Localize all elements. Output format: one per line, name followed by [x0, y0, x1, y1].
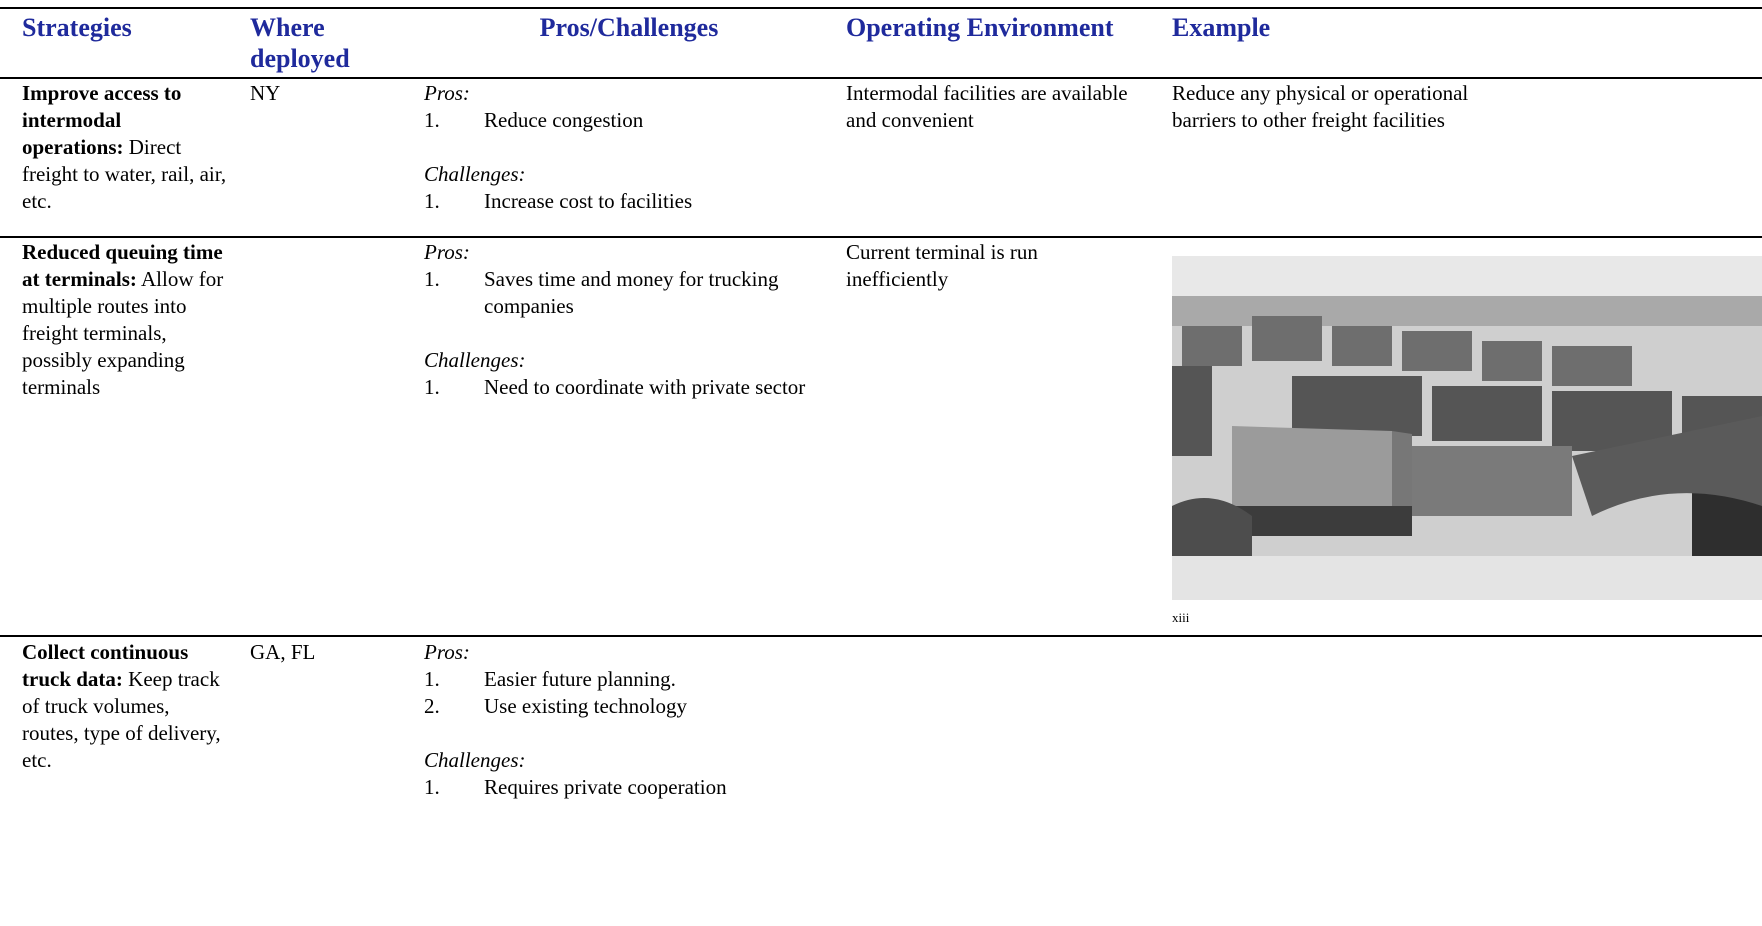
list-item: 1. Easier future planning.	[424, 666, 824, 693]
spacer	[424, 134, 824, 161]
item-number: 1.	[424, 108, 440, 132]
strategy-cell: Reduced queuing time at terminals: Allow…	[22, 239, 227, 401]
pros-cell: Pros: 1. Easier future planning. 2. Use exis…	[424, 639, 824, 801]
spacer	[424, 720, 824, 747]
where-cell: NY	[250, 81, 281, 105]
item-text: Increase cost to facilities	[484, 189, 693, 213]
row-rule	[0, 236, 1762, 238]
strategy-title: Collect continuous truck data:	[22, 640, 189, 691]
top-rule	[0, 7, 1762, 9]
list-item: 1. Need to coordinate with private sector	[424, 374, 824, 401]
photo-caption: xiii	[1172, 610, 1190, 625]
where-cell: GA, FL	[250, 640, 316, 664]
strategy-text: Direct freight to water, rail, air, etc.	[22, 135, 227, 213]
list-item: 1. Increase cost to facilities	[424, 188, 824, 215]
pros-label: Pros:	[424, 81, 470, 105]
terminal-photo	[1172, 256, 1762, 600]
item-number: 1.	[424, 667, 440, 691]
column-header: Operating Environment	[846, 13, 1114, 42]
item-text: Saves time and money for trucking compan…	[484, 267, 779, 318]
list-item: 2. Use existing technology	[424, 693, 824, 720]
environment-cell: Intermodal facilities are available and …	[846, 81, 1128, 132]
strategy-cell: Improve access to intermodal operations:…	[22, 80, 227, 215]
column-header: Example	[1172, 13, 1271, 42]
item-number: 1.	[424, 189, 440, 213]
pros-label: Pros:	[424, 240, 470, 264]
strategy-text: Allow for multiple routes into freight t…	[22, 267, 224, 399]
spacer	[424, 320, 824, 347]
strategy-title: Reduced queuing time at terminals:	[22, 240, 223, 291]
item-text: Use existing technology	[484, 694, 687, 718]
column-header: Pros/Challenges	[539, 13, 719, 42]
list-item: 1. Requires private cooperation	[424, 774, 824, 801]
example-cell: Reduce any physical or operational barri…	[1172, 81, 1469, 132]
item-text: Reduce congestion	[484, 108, 644, 132]
row-rule	[0, 635, 1762, 637]
item-number: 1.	[424, 775, 440, 799]
strategy-cell: Collect continuous truck data: Keep trac…	[22, 639, 227, 774]
pros-cell: Pros: 1. Saves time and money for trucking…	[424, 239, 824, 401]
list-item: 1. Saves time and money for trucking comp…	[424, 266, 824, 320]
header-rule	[0, 77, 1762, 79]
item-number: 1.	[424, 375, 440, 399]
item-number: 2.	[424, 694, 440, 718]
pros-label: Pros:	[424, 640, 470, 664]
item-text: Easier future planning.	[484, 667, 676, 691]
item-text: Need to coordinate with private sector	[484, 375, 806, 399]
item-number: 1.	[424, 267, 440, 291]
column-header: Strategies	[22, 13, 132, 42]
column-header: Where deployed	[250, 13, 350, 73]
strategy-title: Improve access to intermodal operations:	[22, 81, 182, 159]
environment-cell: Current terminal is run inefficiently	[846, 240, 1038, 291]
pros-cell: Pros: 1. Reduce congestion Challenges: 1. Inc…	[424, 80, 824, 215]
list-item: 1. Reduce congestion	[424, 107, 824, 134]
strategy-text: Keep track of truck volumes, routes, typ…	[22, 667, 221, 772]
item-text: Requires private cooperation	[484, 775, 727, 799]
challenges-label: Challenges:	[424, 748, 526, 772]
challenges-label: Challenges:	[424, 162, 526, 186]
challenges-label: Challenges:	[424, 348, 526, 372]
